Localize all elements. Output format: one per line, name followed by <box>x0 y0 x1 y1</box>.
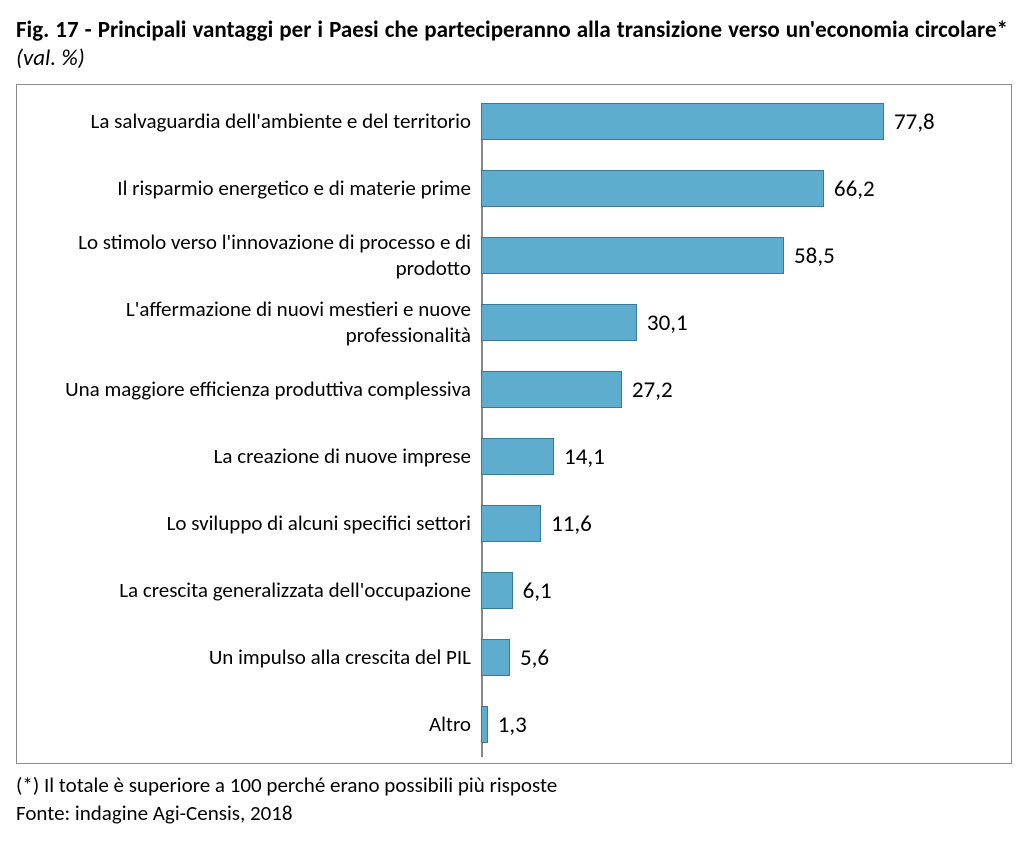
chart-title-block: Fig. 17 - Principali vantaggi per i Paes… <box>16 16 1008 72</box>
bar <box>481 706 488 743</box>
bar-zone: 6,1 <box>481 572 999 609</box>
bar <box>481 505 541 542</box>
chart-row: Lo sviluppo di alcuni specifici settori 1… <box>29 505 999 542</box>
bar-value: 5,6 <box>520 644 549 672</box>
chart-footnote: (*) Il totale è superiore a 100 perché e… <box>16 772 1008 798</box>
bar-label: La salvaguardia dell'ambiente e del terr… <box>29 109 481 134</box>
bar <box>481 304 637 341</box>
plot-area: La salvaguardia dell'ambiente e del terr… <box>29 103 999 757</box>
chart-row: Lo stimolo verso l'innovazione di proces… <box>29 237 999 274</box>
bar-zone: 58,5 <box>481 237 999 274</box>
chart-row: La crescita generalizzata dell'occupazio… <box>29 572 999 609</box>
bar-value: 27,2 <box>632 376 673 404</box>
chart-row: Un impulso alla crescita del PIL 5,6 <box>29 639 999 676</box>
bar-zone: 1,3 <box>481 706 999 743</box>
bar-value: 14,1 <box>564 443 605 471</box>
chart-row: Altro 1,3 <box>29 706 999 743</box>
bar-value: 30,1 <box>647 309 688 337</box>
chart-source: Fonte: indagine Agi-Censis, 2018 <box>16 800 1008 826</box>
chart-row: Una maggiore efficienza produttiva compl… <box>29 371 999 408</box>
bar-label: Un impulso alla crescita del PIL <box>29 645 481 670</box>
bar <box>481 572 513 609</box>
bar-label: Altro <box>29 712 481 737</box>
chart-row: Il risparmio energetico e di materie pri… <box>29 170 999 207</box>
bar-zone: 77,8 <box>481 103 999 140</box>
chart-frame: La salvaguardia dell'ambiente e del terr… <box>16 84 1012 764</box>
bar-label: L'affermazione di nuovi mestieri e nuove… <box>29 297 481 347</box>
chart-title-main: Fig. 17 - Principali vantaggi per i Paes… <box>16 16 1008 44</box>
bar <box>481 170 824 207</box>
bar-zone: 27,2 <box>481 371 999 408</box>
bar <box>481 438 554 475</box>
bar-zone: 30,1 <box>481 304 999 341</box>
chart-row: L'affermazione di nuovi mestieri e nuove… <box>29 304 999 341</box>
bar <box>481 639 510 676</box>
bar <box>481 103 884 140</box>
bar-zone: 66,2 <box>481 170 999 207</box>
chart-title: Fig. 17 - Principali vantaggi per i Paes… <box>16 16 1008 72</box>
bar-zone: 5,6 <box>481 639 999 676</box>
bar-label: Lo stimolo verso l'innovazione di proces… <box>29 230 481 280</box>
bar <box>481 371 622 408</box>
bar-label: Il risparmio energetico e di materie pri… <box>29 176 481 201</box>
bar <box>481 237 784 274</box>
bar-value: 6,1 <box>523 577 552 605</box>
chart-title-suffix: (val. %) <box>16 44 85 72</box>
bar-label: La creazione di nuove imprese <box>29 444 481 469</box>
bar-zone: 11,6 <box>481 505 999 542</box>
bar-value: 1,3 <box>498 711 527 739</box>
bar-value: 11,6 <box>551 510 592 538</box>
bar-label: Una maggiore efficienza produttiva compl… <box>29 377 481 402</box>
bar-value: 58,5 <box>794 242 835 270</box>
chart-row: La creazione di nuove imprese 14,1 <box>29 438 999 475</box>
bar-label: La crescita generalizzata dell'occupazio… <box>29 578 481 603</box>
bar-label: Lo sviluppo di alcuni specifici settori <box>29 511 481 536</box>
chart-row: La salvaguardia dell'ambiente e del terr… <box>29 103 999 140</box>
bar-value: 77,8 <box>894 108 935 136</box>
bar-zone: 14,1 <box>481 438 999 475</box>
bar-value: 66,2 <box>834 175 875 203</box>
